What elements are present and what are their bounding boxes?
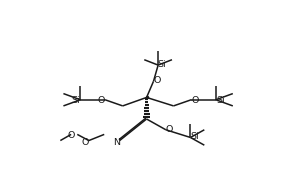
Text: O: O xyxy=(81,138,89,147)
Text: O: O xyxy=(67,131,75,140)
Text: O: O xyxy=(166,124,173,133)
Text: Si: Si xyxy=(157,60,166,69)
Text: Si: Si xyxy=(191,132,199,141)
Text: Si: Si xyxy=(72,96,80,105)
Text: Si: Si xyxy=(216,96,225,105)
Text: O: O xyxy=(154,76,161,85)
Text: O: O xyxy=(98,96,105,105)
Text: N: N xyxy=(113,138,120,147)
Text: O: O xyxy=(191,96,199,105)
